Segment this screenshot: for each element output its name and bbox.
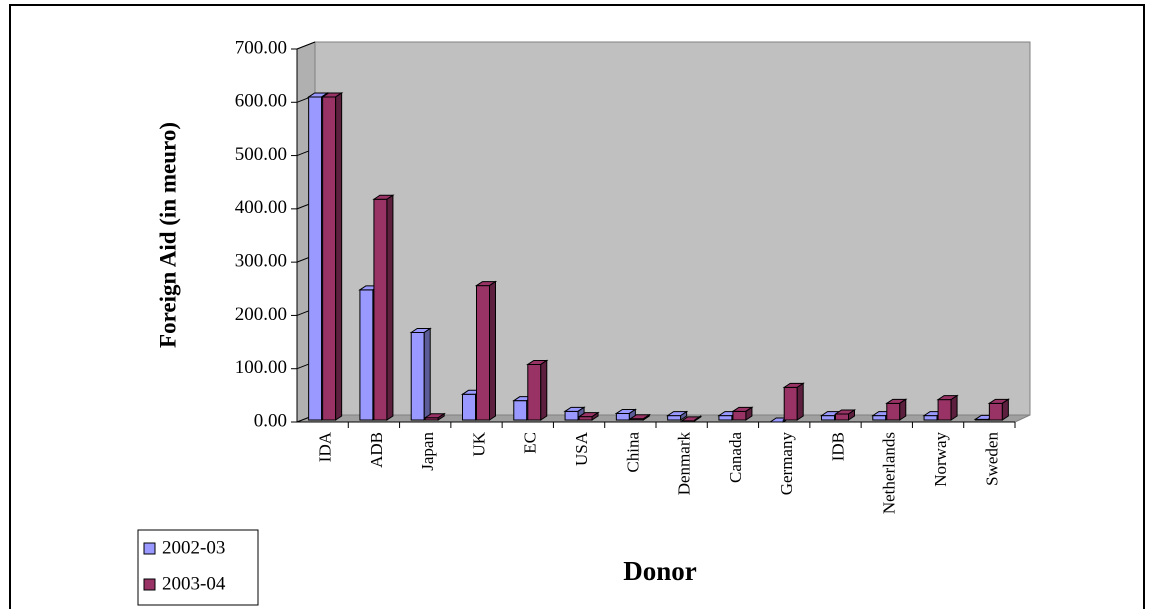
- bar: [885, 398, 908, 421]
- bar-front: [718, 415, 733, 421]
- bar: [409, 327, 432, 421]
- bar: [679, 415, 703, 422]
- floor: [296, 414, 1031, 423]
- bar-front: [937, 399, 952, 421]
- bar-front: [308, 96, 323, 421]
- legend-label: 2003-04: [162, 573, 226, 594]
- bar-side: [642, 413, 650, 421]
- bar-side: [796, 382, 804, 421]
- y-axis-title: Foreign Aid (in meuro): [155, 122, 180, 348]
- bar: [320, 92, 344, 421]
- y-tick-label: 200.00: [235, 304, 287, 325]
- bar: [782, 382, 805, 421]
- bar-front: [476, 285, 490, 421]
- bar-front: [410, 331, 425, 421]
- bar-side: [745, 406, 753, 421]
- x-tick-label: EC: [521, 432, 540, 454]
- bar-front: [322, 96, 337, 421]
- x-tick-label: Sweden: [982, 432, 1001, 486]
- y-tick-label: 100.00: [235, 357, 287, 378]
- legend-swatch: [143, 542, 156, 555]
- x-tick-label: Japan: [418, 432, 437, 471]
- bar: [526, 359, 549, 421]
- x-tick-label: Denmark: [675, 432, 694, 496]
- bar: [474, 280, 498, 421]
- x-tick-label: IDB: [828, 432, 847, 461]
- legend: [137, 529, 259, 606]
- bar-front: [835, 413, 849, 421]
- bar-side: [694, 415, 702, 422]
- bar-side: [848, 409, 855, 421]
- bar-side: [680, 410, 688, 421]
- x-tick-label: ADB: [367, 432, 386, 468]
- bar-front: [667, 415, 682, 421]
- bar-front: [615, 412, 630, 421]
- bar-front: [564, 410, 579, 421]
- y-tick-label: 700.00: [235, 37, 287, 58]
- y-tick-label: 600.00: [235, 91, 287, 112]
- bar: [987, 398, 1011, 421]
- x-tick-label: Canada: [726, 432, 745, 483]
- legend-swatch: [143, 578, 156, 591]
- x-axis-title: Donor: [623, 556, 697, 586]
- bar: [372, 194, 395, 421]
- x-tick-label: Germany: [777, 432, 796, 496]
- bar-side: [1001, 398, 1009, 421]
- bar-front: [732, 410, 747, 421]
- bar-front: [359, 289, 374, 421]
- x-tick-label: USA: [572, 431, 591, 466]
- x-tick-label: Netherlands: [880, 432, 899, 514]
- y-tick-label: 500.00: [235, 144, 287, 165]
- bar: [423, 412, 446, 421]
- x-tick-label: Norway: [931, 432, 950, 487]
- bar-side: [899, 398, 907, 421]
- bar: [731, 406, 754, 421]
- bar-side: [950, 394, 958, 421]
- bar-front: [821, 415, 835, 421]
- bar-side: [437, 412, 445, 421]
- x-tick-label: China: [623, 432, 642, 473]
- x-tick-label: UK: [469, 431, 488, 456]
- y-tick-label: 300.00: [235, 251, 287, 272]
- x-tick-label: IDA: [316, 431, 335, 462]
- bar-side: [591, 411, 599, 421]
- bar-front: [513, 400, 528, 421]
- bar-front: [373, 198, 388, 421]
- bar-front: [886, 402, 901, 421]
- bar-side: [540, 359, 548, 421]
- bar-front: [988, 402, 1003, 421]
- bar-front: [527, 363, 542, 421]
- bar-front: [783, 386, 798, 421]
- y-tick-label: 0.00: [254, 410, 287, 431]
- bar: [665, 410, 689, 421]
- y-tick-label: 400.00: [235, 197, 287, 218]
- bar: [628, 413, 652, 421]
- bar-side: [489, 280, 496, 421]
- bar: [577, 411, 600, 421]
- legend-label: 2002-03: [162, 537, 225, 558]
- bar-side: [335, 92, 343, 421]
- bar-front: [923, 415, 938, 421]
- y-tick-depth: [296, 41, 316, 50]
- bar: [833, 409, 857, 421]
- bar: [936, 394, 959, 421]
- bar-side: [423, 327, 431, 421]
- bar-front: [872, 415, 887, 421]
- bar-side: [386, 194, 394, 421]
- bar-front: [462, 393, 476, 421]
